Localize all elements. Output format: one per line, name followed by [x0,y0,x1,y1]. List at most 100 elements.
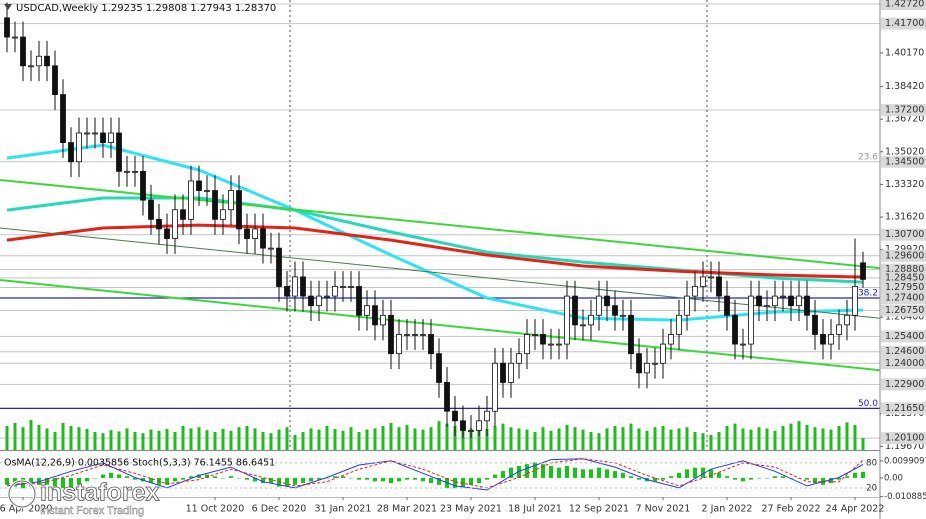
y-tick-label: 1.33320 [885,179,924,190]
candle-body [236,190,242,230]
volume-bar [53,432,57,450]
osma-bar [237,477,241,479]
candle-body [4,17,10,38]
level-label: 1.26750 [885,305,924,316]
candle-body [796,295,802,307]
osma-bar [669,476,673,478]
volume-bar [285,427,289,450]
candle-body [316,295,322,307]
candle-body [116,132,122,172]
candle-body [836,324,842,335]
candle-body [524,334,530,355]
stoch-line [7,458,864,489]
volume-bar [693,432,697,450]
candle-body [204,190,210,192]
level-label: 1.27950 [885,282,924,293]
candle-body [412,334,418,336]
volume-bar [509,427,513,450]
osma-bar [805,477,809,480]
level-label: 1.28880 [885,264,924,275]
level-label: 1.29600 [885,250,924,261]
osma-bar [853,472,857,478]
osma-bar [213,476,217,478]
osma-bar [541,464,545,478]
osma-bar [637,477,641,480]
candle-body [828,334,834,345]
candle-body [372,305,378,326]
volume-bar [813,427,817,450]
osma-bar [597,467,601,478]
candle-body [140,170,146,201]
osma-bar [77,477,81,485]
volume-bar [229,430,233,450]
osma-bar [589,469,593,478]
volume-bar [709,435,713,450]
volume-bar [541,427,545,450]
osma-bar [749,477,753,480]
osma-bar [173,477,177,482]
candle-body [260,228,266,249]
osma-bar [453,477,457,489]
osma-bar [621,472,625,478]
volume-bar [493,426,497,450]
y-tick-label: 1.40170 [885,47,924,58]
volume-bar [725,426,729,450]
osma-bar [269,477,273,484]
x-tick-label: 26 Apr 2020 [0,504,52,515]
candle-body [588,314,594,326]
candle-layer [4,2,866,439]
candle-body [92,132,98,135]
osma-bar [197,474,201,478]
level-label: 1.27400 [885,293,924,304]
level-label-box [881,357,926,370]
volume-bar [501,423,505,450]
volume-bar [469,428,473,450]
level-label-box [881,330,926,343]
volume-bar [525,429,529,450]
candle-body [340,286,346,288]
osma-bar [381,477,385,482]
x-tick-label: 11 Oct 2020 [186,504,245,515]
candle-body [500,362,506,383]
osma-bar [421,477,425,482]
candle-body [452,410,458,422]
volume-bar [189,428,193,450]
osma-bar [61,477,65,489]
x-tick-label: 28 Mar 2021 [377,504,437,515]
volume-bar [109,430,113,450]
candle-body [460,420,466,431]
candle-body [100,132,106,143]
osma-bar [765,477,769,479]
stoch-line [6,458,864,491]
candle-body [740,343,746,346]
volume-bar [621,427,625,450]
osma-bar [397,477,401,482]
osma-bar [357,477,361,480]
volume-bar [517,428,521,450]
volume-layer [5,420,865,450]
candle-body [852,286,858,316]
volume-bar [829,429,833,450]
volume-bar [341,430,345,450]
volume-bar [5,426,9,450]
osma-bar [725,476,729,478]
volume-bar [117,431,121,450]
candle-body [764,305,770,308]
level-label-box [881,432,926,445]
volume-bar [477,427,481,450]
osma-bar [85,477,89,482]
candle-body [596,295,602,316]
candle-body [188,180,194,220]
candle-body [324,295,330,298]
osma-bar [509,467,513,478]
osma-bar [261,477,265,484]
osma-bar [661,477,665,480]
osma-bar [605,469,609,478]
candle-body [700,276,706,287]
indicator-line [0,179,881,270]
osma-bar [429,477,433,484]
osma-bar [253,477,257,482]
volume-bar [205,430,209,450]
logo: instaforex Instant Forex Trading [7,478,160,517]
